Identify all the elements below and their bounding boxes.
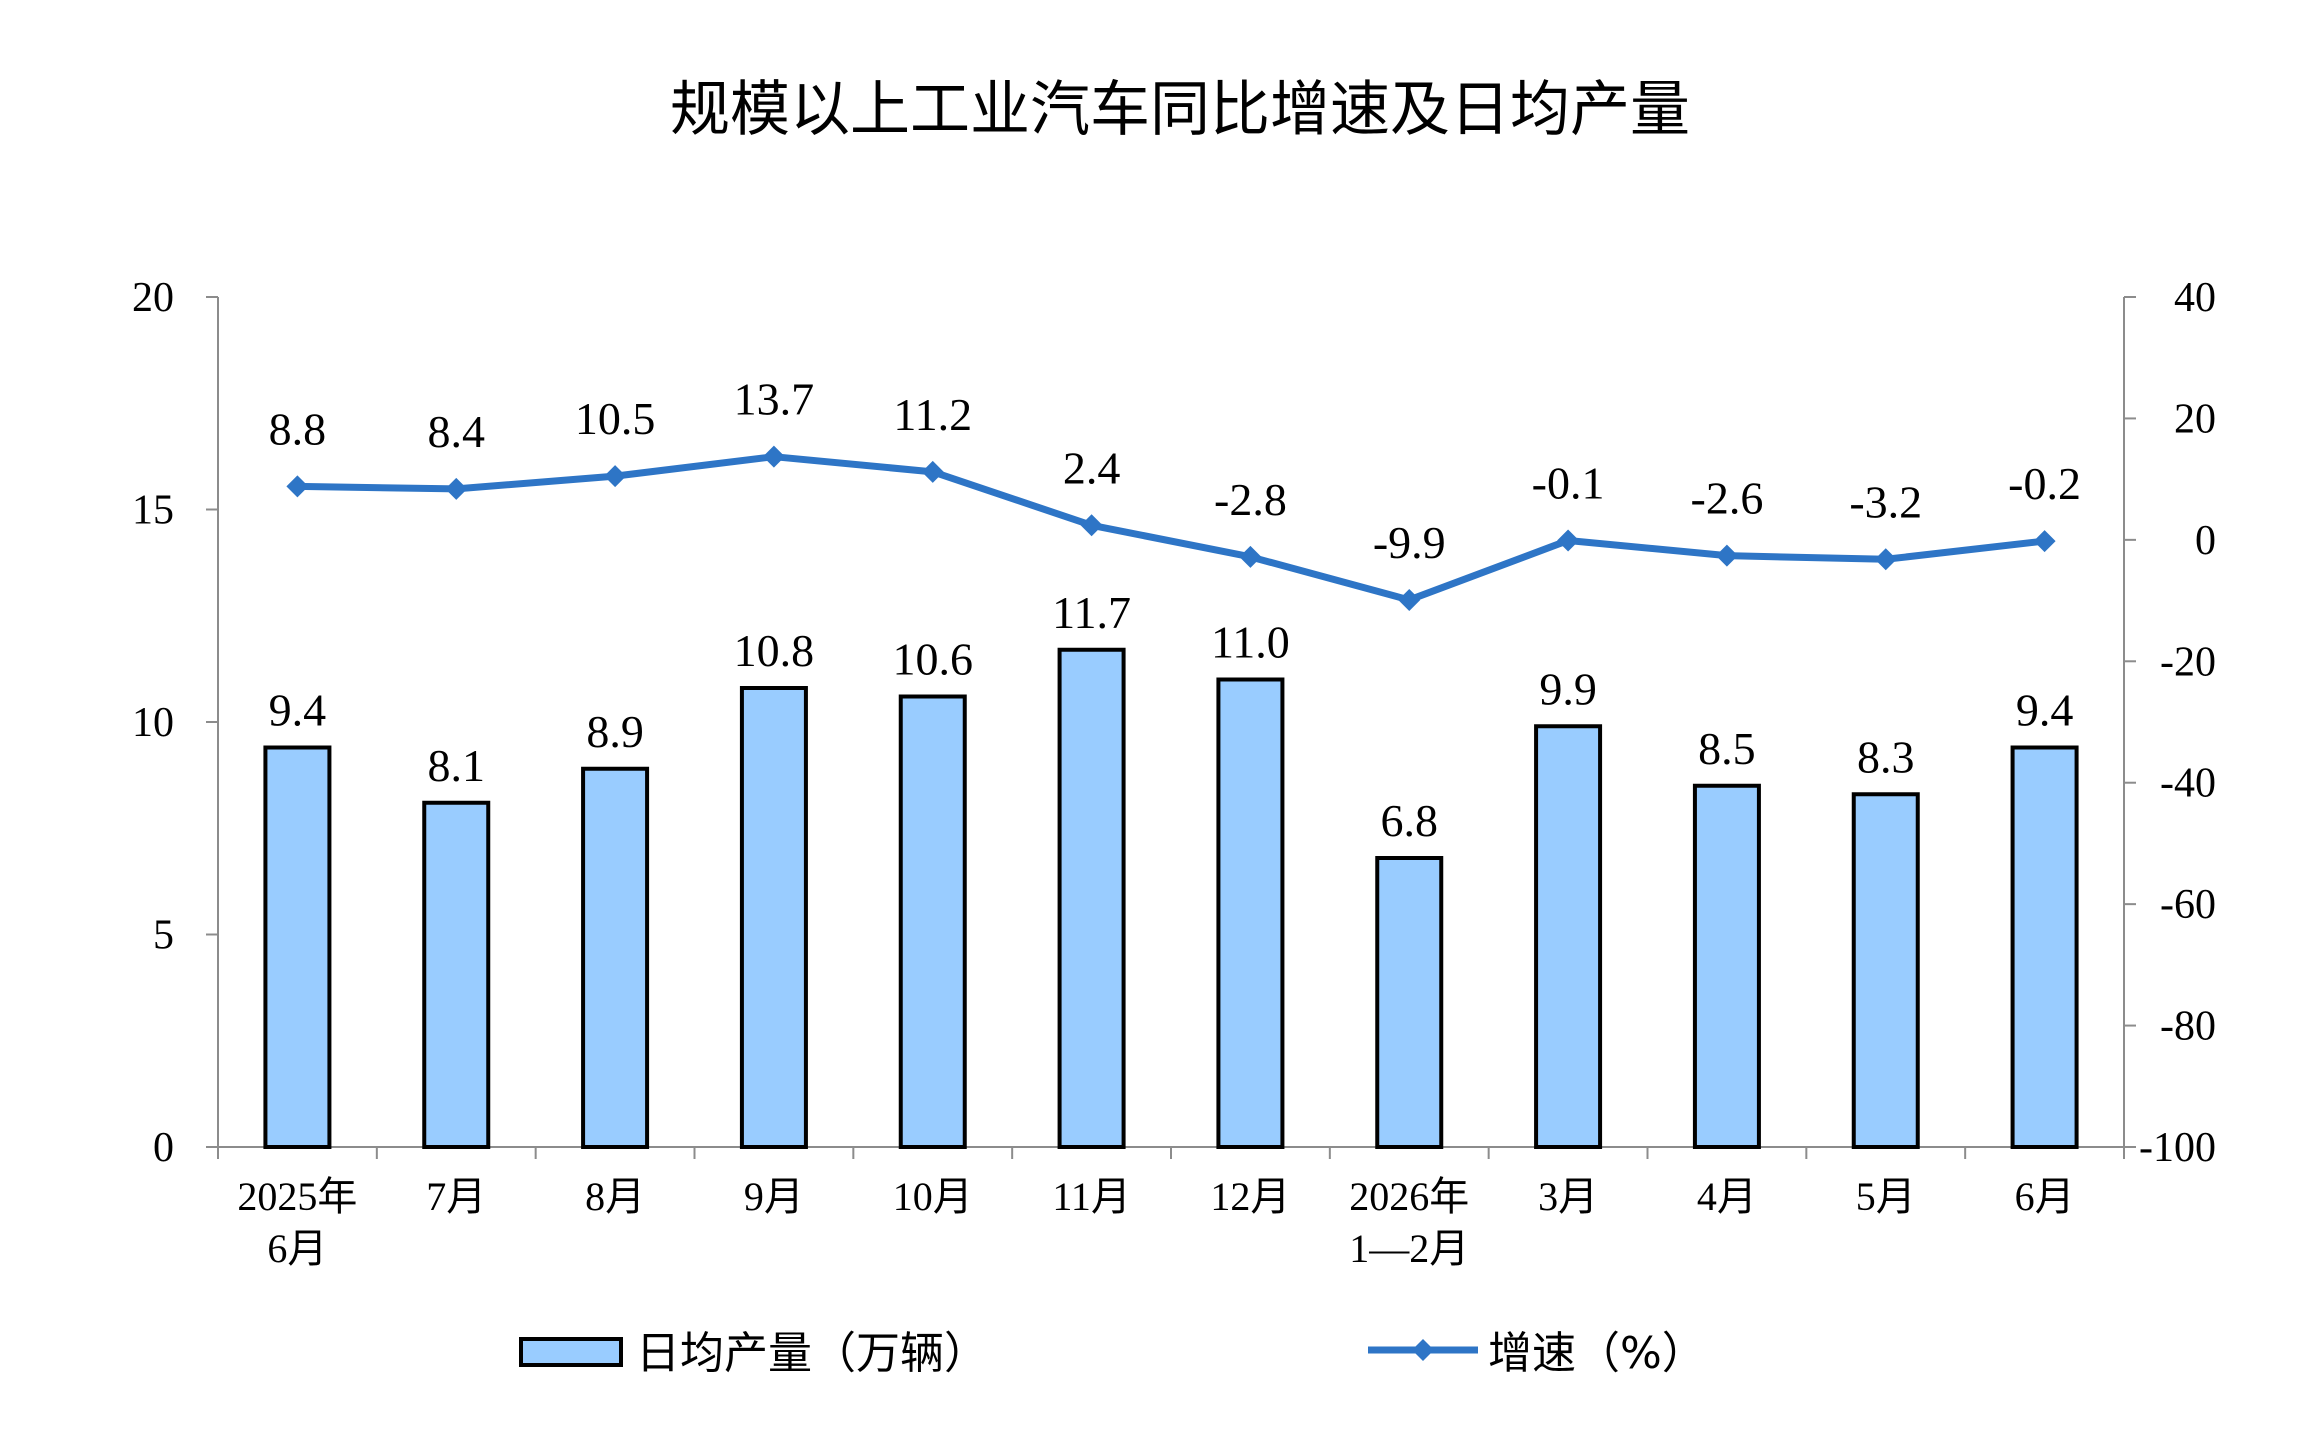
x-tick-label: 5月 — [1856, 1174, 1916, 1219]
bar — [581, 766, 650, 1149]
bar-data-label: 8.1 — [428, 740, 486, 791]
growth-point — [1874, 548, 1897, 571]
x-tick-label: 6月 — [2015, 1174, 2075, 1219]
x-tick-label: 10月 — [893, 1174, 973, 1219]
right-y-tick-label: -40 — [2160, 761, 2216, 807]
right-y-tick-label: -60 — [2160, 882, 2216, 928]
bar-data-label: 9.4 — [269, 685, 327, 736]
x-tick-label: 7月 — [426, 1174, 486, 1219]
left-y-tick-label: 0 — [153, 1125, 174, 1171]
bar — [1851, 792, 1920, 1149]
bar-data-label: 8.3 — [1857, 731, 1915, 782]
legend-line-label: 增速（%） — [1488, 1328, 1706, 1379]
bar — [2010, 745, 2079, 1149]
growth-data-label: -2.8 — [1214, 474, 1287, 525]
growth-data-label: -3.2 — [1849, 476, 1922, 527]
bar — [1534, 724, 1603, 1149]
growth-point — [762, 445, 785, 468]
growth-data-label: 13.7 — [734, 374, 815, 425]
x-tick-label: 12月 — [1210, 1174, 1290, 1219]
x-tick-label: 6月 — [267, 1226, 327, 1271]
growth-point — [604, 465, 627, 488]
right-y-tick-label: -80 — [2160, 1004, 2216, 1050]
bar-data-label: 8.5 — [1698, 723, 1756, 774]
legend-bar-swatch — [519, 1337, 623, 1367]
growth-point — [1557, 529, 1580, 552]
bar-data-label: 11.0 — [1211, 617, 1290, 668]
bar — [739, 686, 808, 1149]
bar — [1692, 783, 1761, 1149]
bar-data-label: 9.9 — [1539, 663, 1597, 714]
growth-data-label: 10.5 — [575, 393, 656, 444]
growth-data-label: -0.1 — [1532, 457, 1605, 508]
bar — [1216, 677, 1285, 1149]
bar — [263, 745, 332, 1149]
bar — [898, 694, 967, 1149]
growth-data-label: -0.2 — [2008, 458, 2081, 509]
x-tick-label: 4月 — [1697, 1174, 1757, 1219]
x-tick-label: 2025年 — [237, 1174, 357, 1219]
left-y-tick-label: 20 — [132, 275, 174, 321]
bar-data-label: 6.8 — [1381, 795, 1439, 846]
bar-data-label: 10.8 — [734, 625, 815, 676]
growth-data-label: 2.4 — [1063, 442, 1121, 493]
x-tick-label: 8月 — [585, 1174, 645, 1219]
right-y-tick-label: 40 — [2174, 275, 2216, 321]
growth-line — [297, 453, 2045, 604]
bar — [422, 800, 491, 1149]
right-y-tick-label: 0 — [2195, 518, 2216, 564]
bar — [1375, 856, 1444, 1149]
left-y-tick-label: 5 — [153, 913, 174, 959]
bar — [1057, 647, 1126, 1149]
bar-data-label: 10.6 — [893, 634, 974, 685]
chart-title: 规模以上工业汽车同比增速及日均产量 — [670, 75, 1690, 145]
growth-point — [286, 475, 309, 498]
x-tick-label: 1—2月 — [1349, 1226, 1469, 1271]
x-tick-label: 3月 — [1538, 1174, 1598, 1219]
right-y-tick-label: -20 — [2160, 639, 2216, 685]
right-y-tick-label: 20 — [2174, 396, 2216, 442]
growth-point — [445, 477, 468, 500]
x-tick-label: 11月 — [1052, 1174, 1131, 1219]
growth-point — [1715, 544, 1738, 567]
growth-point — [1239, 545, 1262, 568]
growth-point — [1080, 514, 1103, 537]
bar-data-label: 11.7 — [1052, 587, 1131, 638]
left-y-tick-label: 15 — [132, 488, 174, 534]
x-tick-label: 2026年 — [1349, 1174, 1469, 1219]
growth-point — [1398, 588, 1421, 611]
growth-data-label: -2.6 — [1691, 473, 1764, 524]
legend-line-marker — [1412, 1339, 1434, 1361]
x-tick-label: 9月 — [744, 1174, 804, 1219]
growth-point — [921, 460, 944, 483]
legend-bar-label: 日均产量（万辆） — [636, 1328, 988, 1379]
bar-data-label: 8.9 — [586, 706, 644, 757]
growth-data-label: 11.2 — [893, 389, 972, 440]
bar-data-label: 9.4 — [2016, 685, 2074, 736]
right-y-tick-label: -100 — [2139, 1125, 2216, 1171]
left-y-tick-label: 10 — [132, 700, 174, 746]
growth-data-label: 8.4 — [428, 406, 486, 457]
growth-point — [2033, 530, 2056, 553]
growth-data-label: 8.8 — [269, 403, 327, 454]
growth-data-label: -9.9 — [1373, 517, 1446, 568]
